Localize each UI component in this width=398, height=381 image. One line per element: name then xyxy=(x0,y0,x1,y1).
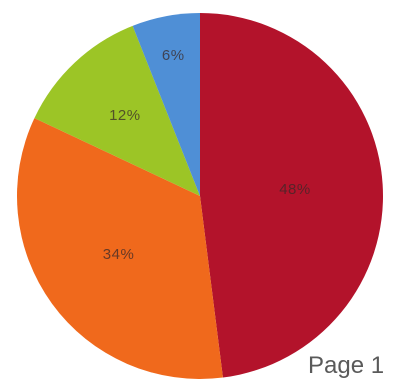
slice-data-label: 34% xyxy=(103,246,135,263)
slice-data-label: 48% xyxy=(279,181,311,198)
pie-slice xyxy=(34,25,200,196)
pie-labels: 48% 34% 12% 6% xyxy=(103,47,311,263)
pie-slice xyxy=(200,13,383,378)
page-number: Page 1 xyxy=(308,352,385,379)
pie-slice xyxy=(17,118,223,379)
pie-slice xyxy=(132,13,200,196)
pie-slices xyxy=(17,13,383,379)
slice-data-label: 12% xyxy=(109,107,141,124)
slice-data-label: 6% xyxy=(162,47,185,64)
